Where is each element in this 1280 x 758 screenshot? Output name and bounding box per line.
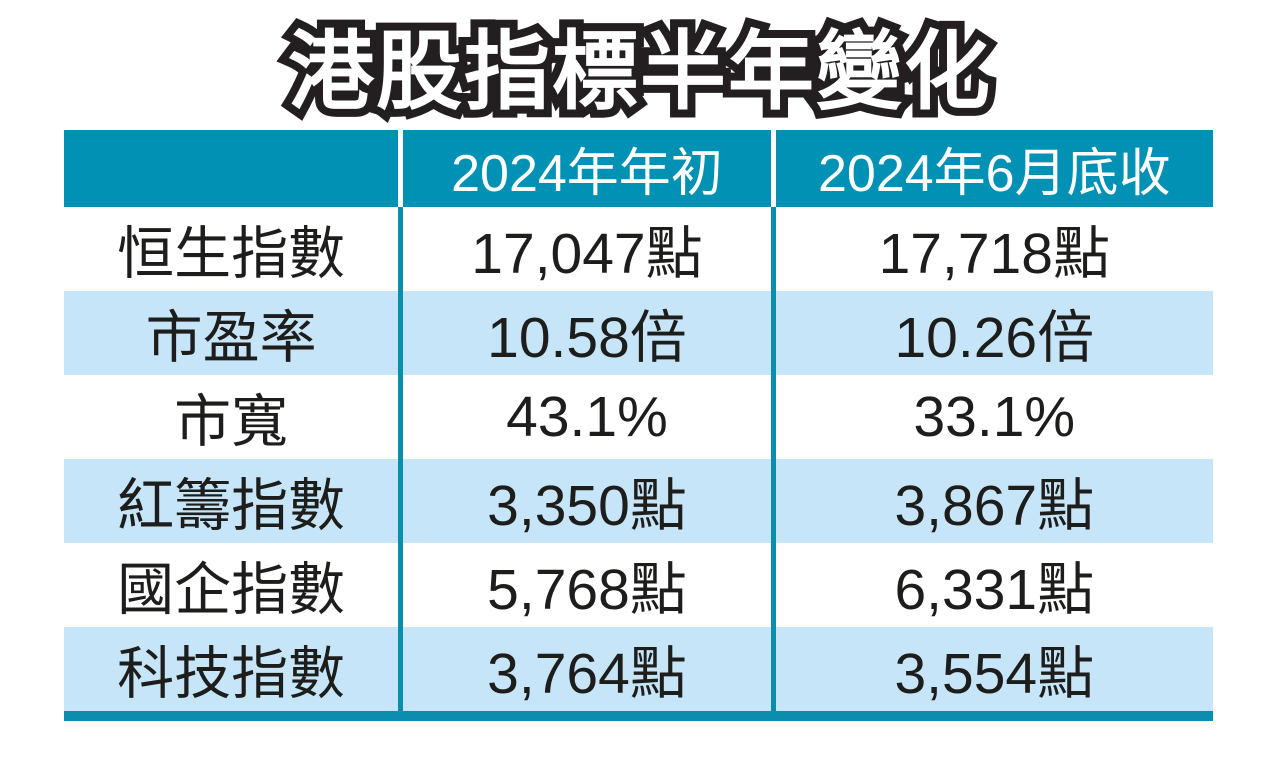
table-row: 國企指數 5,768點 6,331點 (64, 543, 1213, 627)
row-label: 市寬 (174, 390, 289, 454)
table-header-row: 2024年年初 2024年6月底收 (64, 130, 1213, 207)
value-end-of-june-2024: 3,867點 (770, 459, 1213, 543)
page-title: 港股指標半年變化 港股指標半年變化 (0, 16, 1280, 128)
row-label: 紅籌指數 (117, 474, 346, 538)
row-label: 科技指數 (117, 642, 346, 706)
value-end-of-june-2024: 10.26倍 (770, 291, 1213, 375)
table-row: 科技指數 3,764點 3,554點 (64, 627, 1213, 711)
value-end-of-june-2024: 6,331點 (770, 543, 1213, 627)
column-header-start-of-2024: 2024年年初 (398, 130, 770, 207)
column-header-blank (64, 130, 398, 207)
table-body: 恒生指數 17,047點 17,718點 市盈率 10.58倍 10.26倍 市… (64, 207, 1213, 711)
row-label: 恒生指數 (117, 222, 346, 286)
table-row: 紅籌指數 3,350點 3,867點 (64, 459, 1213, 543)
row-label: 國企指數 (117, 558, 346, 622)
value-start-of-2024: 17,047點 (398, 207, 770, 291)
column-header-end-of-june-2024: 2024年6月底收 (770, 130, 1213, 207)
row-label: 市盈率 (145, 306, 317, 370)
value-start-of-2024: 5,768點 (398, 543, 770, 627)
page-title-outline: 港股指標半年變化 (280, 16, 998, 128)
value-start-of-2024: 43.1% (398, 375, 770, 459)
table-bottom-rule (64, 711, 1213, 721)
table-row: 恒生指數 17,047點 17,718點 (64, 207, 1213, 291)
table-row: 市盈率 10.58倍 10.26倍 (64, 291, 1213, 375)
value-end-of-june-2024: 33.1% (770, 375, 1213, 459)
indicators-table: 2024年年初 2024年6月底收 恒生指數 17,047點 17,718點 市… (64, 130, 1213, 721)
value-start-of-2024: 3,350點 (398, 459, 770, 543)
value-start-of-2024: 3,764點 (398, 627, 770, 711)
table-row: 市寬 43.1% 33.1% (64, 375, 1213, 459)
value-start-of-2024: 10.58倍 (398, 291, 770, 375)
page-title-text: 港股指標半年變化 (288, 24, 992, 120)
value-end-of-june-2024: 3,554點 (770, 627, 1213, 711)
value-end-of-june-2024: 17,718點 (770, 207, 1213, 291)
